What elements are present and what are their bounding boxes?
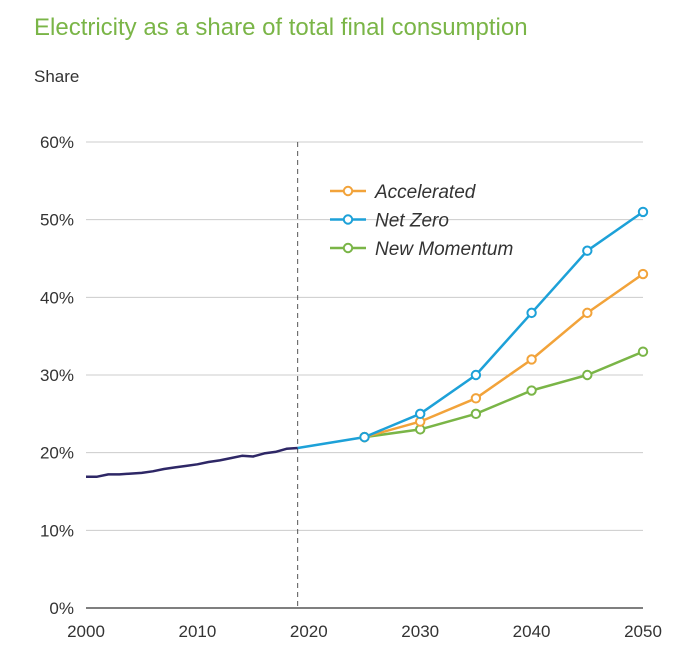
net-zero-point bbox=[637, 206, 649, 218]
y-tick-label: 30% bbox=[40, 366, 74, 385]
legend: Accelerated Net Zero New Momentum bbox=[330, 182, 513, 260]
new-momentum-point bbox=[526, 385, 537, 396]
legend-marker-accelerated bbox=[342, 185, 354, 197]
net-zero-point bbox=[359, 431, 370, 443]
legend-label-new-momentum: New Momentum bbox=[375, 239, 513, 260]
x-tick-label: 2050 bbox=[624, 622, 662, 641]
accelerated-point bbox=[470, 393, 482, 404]
legend-marker-net-zero bbox=[342, 214, 354, 225]
x-tick-label: 2000 bbox=[67, 622, 105, 641]
chart-title: Electricity as a share of total final co… bbox=[34, 14, 528, 41]
bridge-line bbox=[297, 435, 365, 450]
series-lines bbox=[86, 210, 644, 478]
new-momentum-point bbox=[637, 346, 649, 357]
x-tick-labels: 2000 2010 2020 2030 2040 2050 bbox=[67, 622, 662, 641]
net-zero-point bbox=[582, 245, 593, 256]
accelerated-point bbox=[526, 354, 537, 365]
new-momentum-point bbox=[582, 369, 593, 381]
legend-label-net-zero: Net Zero bbox=[375, 211, 449, 232]
y-tick-label: 50% bbox=[40, 211, 74, 230]
accelerated-point bbox=[637, 268, 649, 280]
net-zero-point bbox=[415, 408, 426, 420]
x-tick-label: 2030 bbox=[401, 622, 439, 641]
historical-line bbox=[86, 446, 298, 478]
y-tick-label: 20% bbox=[40, 444, 74, 463]
x-tick-label: 2020 bbox=[290, 622, 328, 641]
accelerated-line bbox=[364, 272, 644, 439]
accelerated-point bbox=[582, 307, 593, 319]
legend-marker-new-momentum bbox=[342, 242, 354, 254]
y-tick-label: 0% bbox=[49, 599, 74, 618]
net-zero-point bbox=[470, 369, 482, 381]
grid-lines bbox=[86, 141, 643, 609]
legend-label-accelerated: Accelerated bbox=[374, 182, 477, 203]
y-tick-label: 40% bbox=[40, 288, 74, 307]
net-zero-point bbox=[526, 307, 537, 319]
net-zero-line bbox=[364, 210, 644, 439]
y-tick-label: 10% bbox=[40, 521, 74, 540]
y-tick-label: 60% bbox=[40, 133, 74, 152]
series-markers bbox=[359, 206, 649, 443]
new-momentum-line bbox=[364, 350, 644, 439]
x-tick-label: 2010 bbox=[178, 622, 216, 641]
x-tick-label: 2040 bbox=[513, 622, 551, 641]
y-tick-labels: 0% 10% 20% 30% 40% 50% 60% bbox=[40, 133, 74, 618]
new-momentum-point bbox=[470, 408, 482, 420]
y-axis-label: Share bbox=[34, 67, 80, 86]
